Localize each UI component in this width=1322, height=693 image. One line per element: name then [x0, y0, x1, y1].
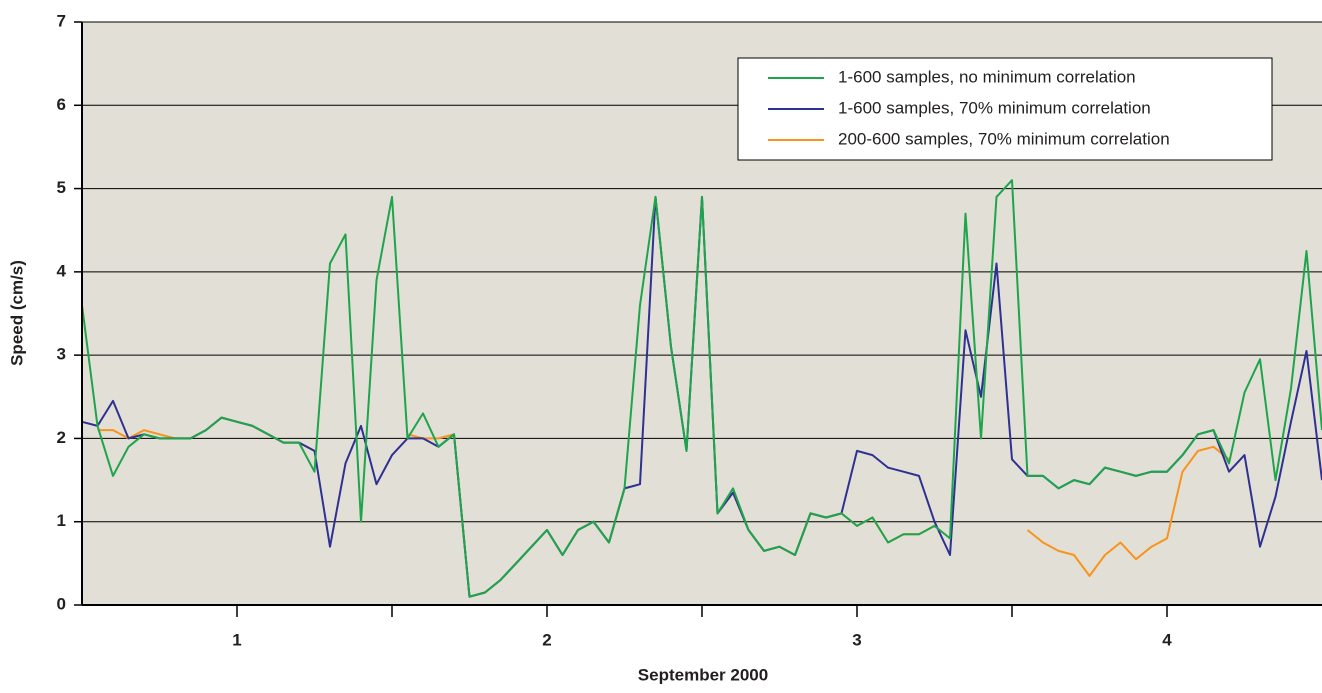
legend-box [737, 57, 1273, 161]
x-tick-label: 2 [542, 630, 551, 649]
legend-label: 1-600 samples, no minimum correlation [838, 67, 1136, 86]
legend: 1-600 samples, no minimum correlation 1-6… [737, 57, 1273, 161]
y-tick-label: 4 [57, 261, 67, 280]
y-axis-label: Speed (cm/s) [7, 260, 26, 366]
legend-label: 200-600 samples, 70% minimum correlation [838, 129, 1170, 148]
y-tick-label: 1 [57, 511, 66, 530]
y-tick-label: 3 [57, 345, 66, 364]
x-tick-label: 3 [852, 630, 861, 649]
series-line [81, 179, 1322, 598]
legend-label: 1-600 samples, 70% minimum correlation [838, 98, 1151, 117]
y-tick-label: 7 [57, 11, 66, 30]
y-tick-label: 6 [57, 95, 66, 114]
y-tick-label: 2 [57, 428, 66, 447]
x-tick-label: 4 [1162, 630, 1172, 649]
y-tick-label: 0 [57, 594, 66, 613]
x-axis-label: September 2000 [638, 665, 768, 684]
y-tick-label: 5 [57, 178, 66, 197]
x-tick-label: 1 [232, 630, 241, 649]
